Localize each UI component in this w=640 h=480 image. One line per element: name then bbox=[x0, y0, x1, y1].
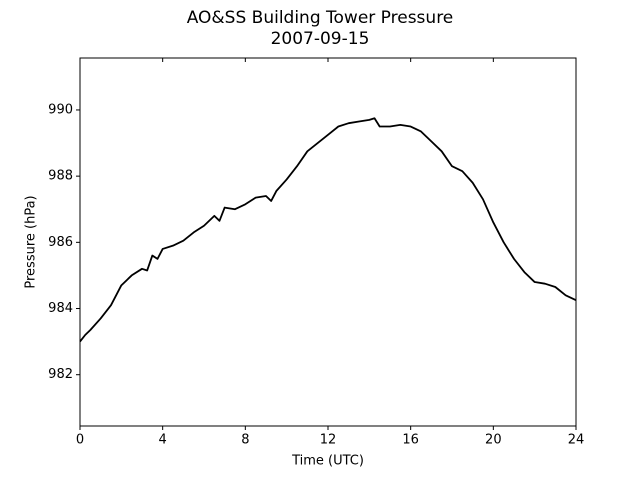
y-axis-label: Pressure (hPa) bbox=[24, 195, 39, 288]
x-tick-label: 8 bbox=[241, 433, 249, 448]
x-tick-label: 4 bbox=[159, 433, 167, 448]
x-tick-label: 12 bbox=[320, 433, 337, 448]
x-tick-label: 20 bbox=[485, 433, 502, 448]
x-tick-label: 24 bbox=[568, 433, 585, 448]
y-tick-label: 986 bbox=[48, 235, 73, 250]
data-line bbox=[79, 117, 577, 343]
y-tick-label: 982 bbox=[48, 367, 73, 382]
chart-title: AO&SS Building Tower Pressure bbox=[187, 8, 454, 28]
y-tick-label: 990 bbox=[48, 102, 73, 117]
x-tick-label: 0 bbox=[76, 433, 84, 448]
y-tick-label: 984 bbox=[48, 301, 73, 316]
y-tick-label: 988 bbox=[48, 169, 73, 184]
chart-subtitle: 2007-09-15 bbox=[271, 29, 370, 49]
x-tick-label: 16 bbox=[402, 433, 419, 448]
x-axis-label: Time (UTC) bbox=[291, 454, 364, 469]
